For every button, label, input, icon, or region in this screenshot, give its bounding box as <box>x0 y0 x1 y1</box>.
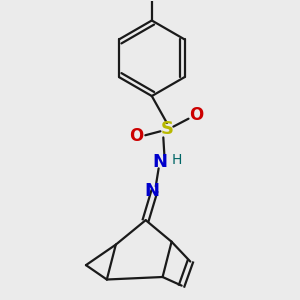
Text: O: O <box>130 127 144 145</box>
Text: H: H <box>171 153 182 167</box>
Text: N: N <box>144 182 159 200</box>
Text: O: O <box>189 106 203 124</box>
Text: N: N <box>152 153 167 171</box>
Text: S: S <box>160 121 173 139</box>
